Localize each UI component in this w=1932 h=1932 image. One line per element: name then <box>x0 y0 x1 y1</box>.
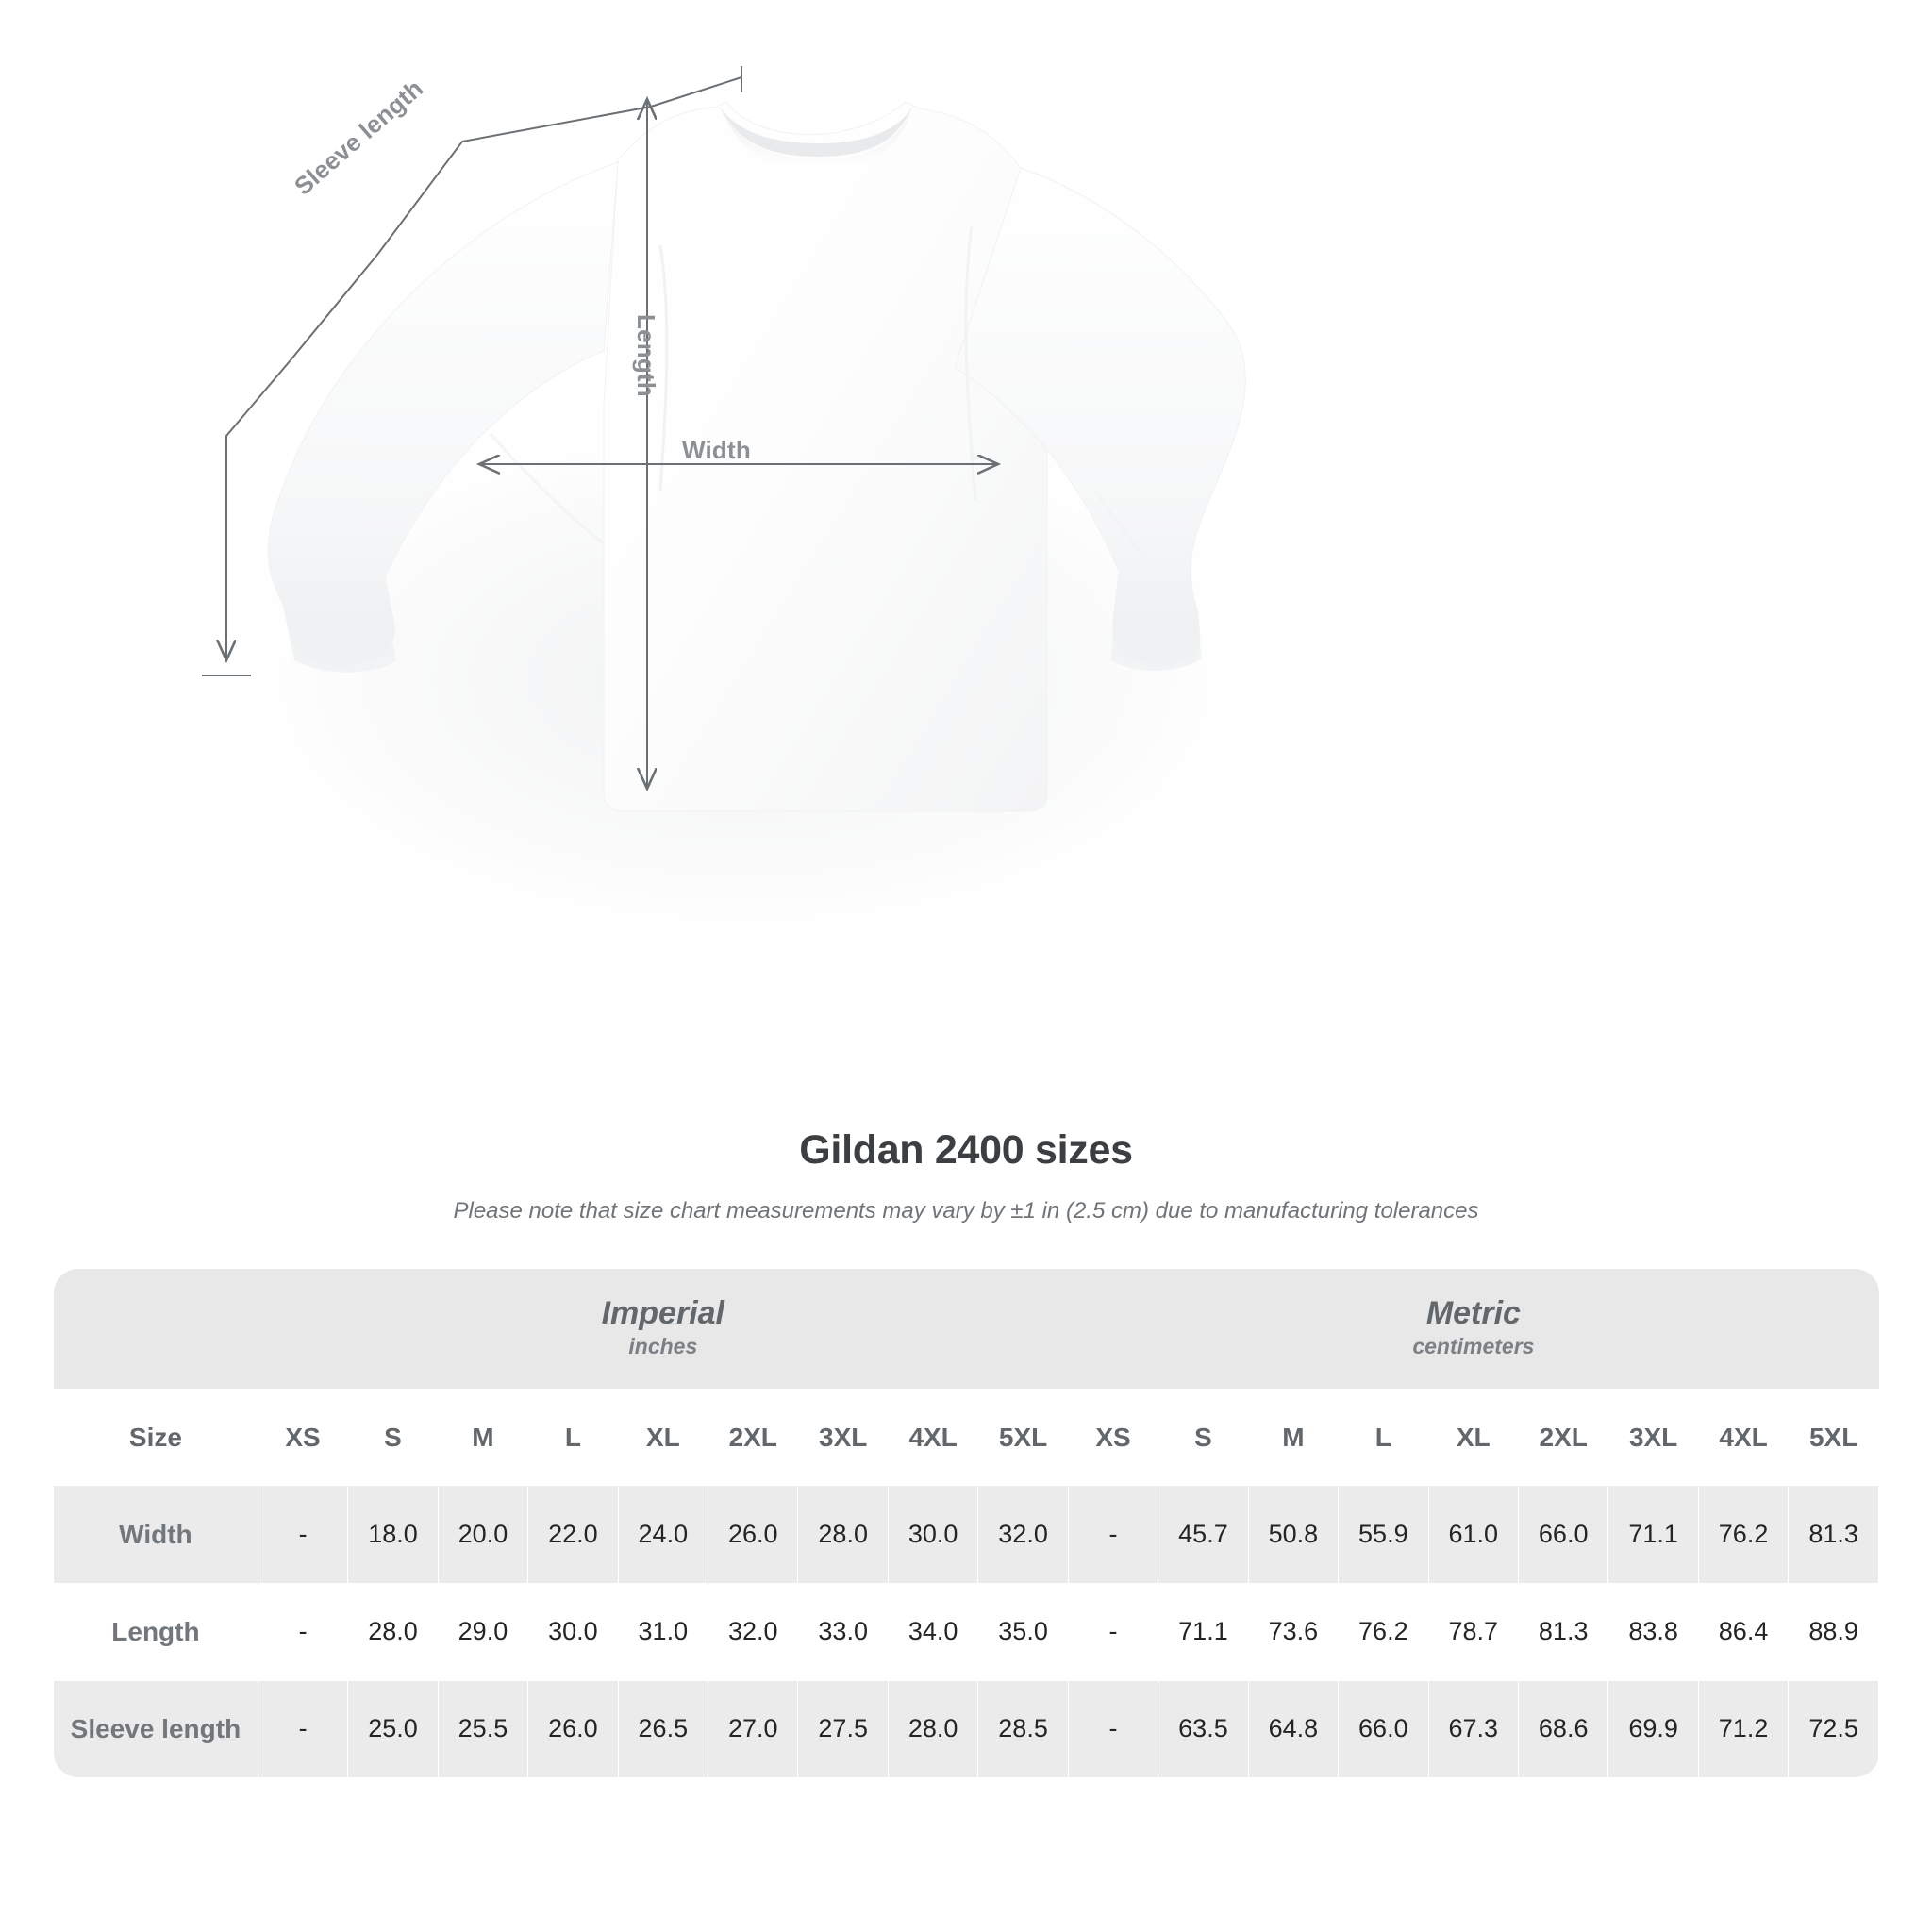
garment-illustration: Sleeve length Length Width <box>142 66 1349 991</box>
size-header-imperial-3xl: 3XL <box>797 1388 889 1487</box>
cell-width-metric-4xl: 76.2 <box>1697 1485 1790 1584</box>
length-label: Length <box>632 314 660 397</box>
cell-width-metric-m: 50.8 <box>1247 1485 1340 1584</box>
metric-subtitle: centimeters <box>1412 1334 1535 1359</box>
size-header-metric-5xl: 5XL <box>1788 1388 1879 1487</box>
size-header-metric-s: S <box>1158 1388 1249 1487</box>
size-header-metric-xs: XS <box>1067 1388 1159 1487</box>
garment-svg <box>142 66 1349 991</box>
size-header-row: Size XS S M L XL 2XL 3XL 4XL 5XL XS S M … <box>53 1388 1879 1487</box>
row-label-length: Length <box>53 1582 258 1681</box>
cell-sleeve-imperial-3xl: 27.5 <box>797 1679 889 1778</box>
cell-sleeve-metric-l: 66.0 <box>1338 1679 1429 1778</box>
cell-sleeve-metric-xl: 67.3 <box>1427 1679 1519 1778</box>
unit-corner-left <box>53 1269 258 1389</box>
cell-length-metric-xl: 78.7 <box>1427 1582 1519 1681</box>
cell-sleeve-metric-xs: - <box>1067 1679 1159 1778</box>
cell-width-metric-xs: - <box>1067 1485 1159 1584</box>
cell-length-imperial-2xl: 32.0 <box>708 1582 799 1681</box>
cell-length-imperial-xs: - <box>257 1582 349 1681</box>
imperial-title: Imperial <box>601 1295 724 1332</box>
page-title: Gildan 2400 sizes <box>799 1127 1133 1173</box>
size-header-imperial-2xl: 2XL <box>708 1388 799 1487</box>
size-header-imperial-4xl: 4XL <box>887 1388 979 1487</box>
cell-sleeve-imperial-5xl: 28.5 <box>977 1679 1069 1778</box>
size-header-imperial-s: S <box>347 1388 439 1487</box>
cell-length-imperial-m: 29.0 <box>437 1582 529 1681</box>
size-header-imperial-xl: XL <box>617 1388 709 1487</box>
size-header-metric-3xl: 3XL <box>1607 1388 1699 1487</box>
cell-width-metric-l: 55.9 <box>1338 1485 1429 1584</box>
size-header-metric-l: L <box>1338 1388 1429 1487</box>
size-table-container: Imperial inches Metric centimeters Size … <box>53 1269 1879 1778</box>
cell-width-metric-2xl: 66.0 <box>1517 1485 1609 1584</box>
cell-width-imperial-4xl: 30.0 <box>887 1485 979 1584</box>
table-row: Length - 28.0 29.0 30.0 31.0 32.0 33.0 3… <box>53 1582 1879 1681</box>
cell-length-imperial-4xl: 34.0 <box>887 1582 979 1681</box>
size-label-cell: Size <box>53 1388 258 1487</box>
cell-length-metric-4xl: 86.4 <box>1697 1582 1790 1681</box>
cell-sleeve-metric-2xl: 68.6 <box>1517 1679 1609 1778</box>
size-table: Imperial inches Metric centimeters Size … <box>53 1269 1879 1778</box>
cell-length-imperial-l: 30.0 <box>527 1582 619 1681</box>
size-header-metric-m: M <box>1247 1388 1340 1487</box>
cell-width-imperial-s: 18.0 <box>347 1485 439 1584</box>
metric-header: Metric centimeters <box>1068 1269 1879 1389</box>
cell-length-metric-3xl: 83.8 <box>1607 1582 1699 1681</box>
cell-width-metric-3xl: 71.1 <box>1607 1485 1699 1584</box>
cell-sleeve-imperial-xl: 26.5 <box>617 1679 709 1778</box>
cell-width-imperial-l: 22.0 <box>527 1485 619 1584</box>
cell-length-imperial-5xl: 35.0 <box>977 1582 1069 1681</box>
cell-sleeve-metric-3xl: 69.9 <box>1607 1679 1699 1778</box>
cell-length-metric-5xl: 88.9 <box>1788 1582 1879 1681</box>
cell-sleeve-metric-m: 64.8 <box>1247 1679 1340 1778</box>
cell-width-imperial-xl: 24.0 <box>617 1485 709 1584</box>
measurement-guides <box>202 66 998 789</box>
imperial-subtitle: inches <box>628 1334 698 1359</box>
cell-sleeve-imperial-xs: - <box>257 1679 349 1778</box>
size-header-metric-2xl: 2XL <box>1517 1388 1609 1487</box>
cell-sleeve-imperial-l: 26.0 <box>527 1679 619 1778</box>
cell-length-metric-l: 76.2 <box>1338 1582 1429 1681</box>
size-header-imperial-m: M <box>437 1388 529 1487</box>
metric-title: Metric <box>1425 1295 1521 1332</box>
cell-sleeve-metric-4xl: 71.2 <box>1697 1679 1790 1778</box>
size-header-imperial-l: L <box>527 1388 619 1487</box>
cell-length-imperial-s: 28.0 <box>347 1582 439 1681</box>
cell-sleeve-metric-5xl: 72.5 <box>1788 1679 1879 1778</box>
width-label: Width <box>682 436 751 464</box>
cell-width-metric-s: 45.7 <box>1158 1485 1249 1584</box>
cell-sleeve-metric-s: 63.5 <box>1158 1679 1249 1778</box>
row-label-width: Width <box>53 1485 258 1584</box>
cell-sleeve-imperial-2xl: 27.0 <box>708 1679 799 1778</box>
table-row: Sleeve length - 25.0 25.5 26.0 26.5 27.0… <box>53 1679 1879 1778</box>
tolerance-note: Please note that size chart measurements… <box>453 1198 1479 1224</box>
cell-length-metric-s: 71.1 <box>1158 1582 1249 1681</box>
size-header-imperial-xs: XS <box>257 1388 349 1487</box>
size-header-imperial-5xl: 5XL <box>977 1388 1069 1487</box>
cell-sleeve-imperial-4xl: 28.0 <box>887 1679 979 1778</box>
size-header-metric-4xl: 4XL <box>1697 1388 1790 1487</box>
cell-sleeve-imperial-m: 25.5 <box>437 1679 529 1778</box>
title-block: Gildan 2400 sizes Please note that size … <box>0 1127 1932 1224</box>
cell-width-imperial-5xl: 32.0 <box>977 1485 1069 1584</box>
cell-sleeve-imperial-s: 25.0 <box>347 1679 439 1778</box>
cell-length-imperial-xl: 31.0 <box>617 1582 709 1681</box>
cell-length-metric-xs: - <box>1067 1582 1159 1681</box>
cell-length-metric-2xl: 81.3 <box>1517 1582 1609 1681</box>
row-label-sleeve-length: Sleeve length <box>53 1679 258 1778</box>
cell-width-imperial-m: 20.0 <box>437 1485 529 1584</box>
cell-length-imperial-3xl: 33.0 <box>797 1582 889 1681</box>
cell-width-imperial-3xl: 28.0 <box>797 1485 889 1584</box>
table-row: Width - 18.0 20.0 22.0 24.0 26.0 28.0 30… <box>53 1485 1879 1584</box>
cell-width-metric-5xl: 81.3 <box>1788 1485 1879 1584</box>
size-header-metric-xl: XL <box>1427 1388 1519 1487</box>
cell-width-metric-xl: 61.0 <box>1427 1485 1519 1584</box>
unit-header-row: Imperial inches Metric centimeters <box>53 1269 1879 1389</box>
cell-width-imperial-2xl: 26.0 <box>708 1485 799 1584</box>
cell-length-metric-m: 73.6 <box>1247 1582 1340 1681</box>
cell-width-imperial-xs: - <box>257 1485 349 1584</box>
imperial-header: Imperial inches <box>258 1269 1069 1389</box>
